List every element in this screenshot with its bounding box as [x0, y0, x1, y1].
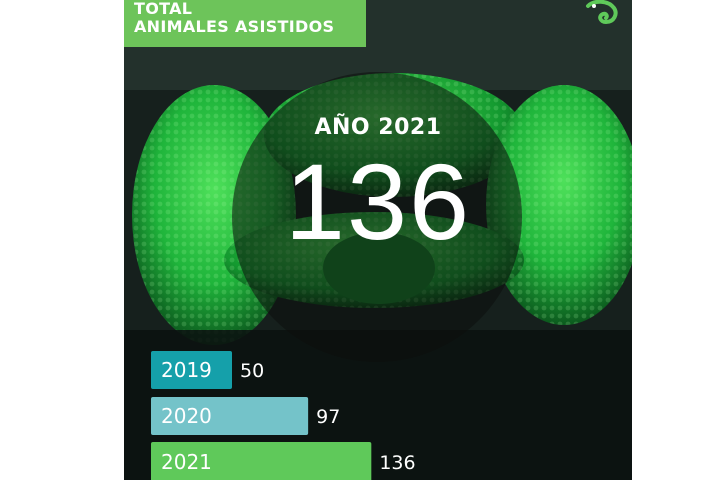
highlight-circle — [232, 72, 522, 362]
bar-category-label: 2020 — [161, 404, 212, 428]
bar-2020 — [151, 397, 309, 435]
highlight-label: AÑO 2021 — [314, 115, 442, 140]
bar-2019 — [151, 351, 232, 389]
bar-value-label: 136 — [379, 452, 415, 474]
title-line-1: TOTAL — [134, 0, 193, 18]
bar-category-label: 2019 — [161, 358, 212, 382]
bar-2021 — [151, 442, 372, 480]
title-line-2: ANIMALES ASISTIDOS — [134, 17, 335, 36]
bar-value-label: 97 — [316, 406, 340, 428]
title-banner: TOTAL ANIMALES ASISTIDOS — [124, 0, 366, 47]
bar-value-label: 50 — [240, 360, 264, 382]
highlight-value: 136 — [284, 141, 472, 262]
bar-category-label: 2021 — [161, 450, 212, 474]
chameleon-icon — [586, 0, 618, 25]
